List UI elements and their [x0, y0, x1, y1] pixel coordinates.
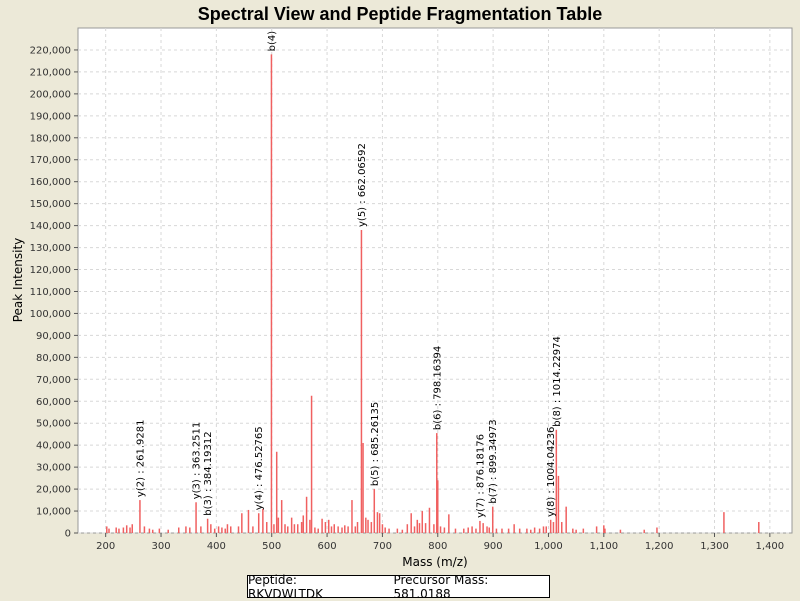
peak-annotation: y(5) : 662.06592 [357, 143, 368, 227]
peak-annotation: b(4) [267, 31, 278, 52]
y-tick-label: 180,000 [30, 133, 71, 144]
chart-title: Spectral View and Peptide Fragmentation … [198, 4, 602, 24]
y-tick-label: 140,000 [30, 221, 71, 232]
info-legend: Peptide: RKVDWLTDK Precursor Mass: 581.0… [247, 572, 550, 601]
peak-annotation: y(8) : 1004.04236 [546, 427, 557, 517]
y-axis: 0 10,000 20,000 30,000 40,000 50,000 60,000 70,… [30, 45, 78, 540]
peptide-label: Peptide: RKVDWLTDK [248, 572, 323, 601]
x-tick-label: 900 [484, 541, 503, 552]
y-tick-label: 0 [65, 529, 71, 540]
peak-annotation: y(3) : 363.2511 [192, 422, 203, 500]
y-tick-label: 220,000 [30, 45, 71, 56]
peak-annotation: y(4) : 476.52765 [254, 426, 265, 510]
peaks [106, 54, 760, 533]
peak-annotation: b(8) : 1014.22974 [552, 336, 563, 427]
x-tick-label: 200 [96, 541, 115, 552]
x-tick-label: 1,300 [700, 541, 729, 552]
x-tick-label: 1,400 [756, 541, 785, 552]
y-tick-label: 60,000 [36, 397, 71, 408]
x-tick-label: 300 [151, 541, 170, 552]
x-tick-label: 400 [207, 541, 226, 552]
x-tick-label: 1,000 [534, 541, 563, 552]
y-tick-label: 160,000 [30, 177, 71, 188]
y-tick-label: 170,000 [30, 155, 71, 166]
peak-annotation: y(2) : 261.9281 [135, 420, 146, 498]
y-tick-label: 10,000 [36, 507, 71, 518]
x-tick-label: 600 [318, 541, 337, 552]
peak-annotation: y(7) : 876.18176 [475, 434, 486, 518]
x-tick-label: 1,200 [645, 541, 674, 552]
x-tick-label: 500 [262, 541, 281, 552]
y-tick-label: 190,000 [30, 111, 71, 122]
y-tick-label: 90,000 [36, 331, 71, 342]
x-axis-label: Mass (m/z) [402, 555, 467, 569]
x-tick-label: 1,100 [589, 541, 618, 552]
y-tick-label: 20,000 [36, 485, 71, 496]
y-tick-label: 110,000 [30, 287, 71, 298]
peak-annotations: y(2) : 261.9281 y(3) : 363.2511 b(3) : 384… [135, 31, 562, 518]
x-tick-label: 700 [373, 541, 392, 552]
y-tick-label: 50,000 [36, 419, 71, 430]
peak-annotation: b(5) : 685.26135 [370, 402, 381, 486]
grid [78, 28, 792, 534]
y-tick-label: 80,000 [36, 353, 71, 364]
peak-annotation: b(7) : 899.34973 [488, 419, 499, 503]
x-axis: 200 300 400 500 600 700 800 900 1,000 1,100 1,200 1… [96, 533, 784, 552]
precursor-mass-label: Precursor Mass: 581.0188 [393, 572, 489, 601]
y-tick-label: 100,000 [30, 309, 71, 320]
y-axis-label: Peak Intensity [11, 238, 25, 323]
plot-area [77, 27, 793, 534]
x-tick-label: 800 [428, 541, 447, 552]
peak-annotation: b(6) : 798.16394 [432, 346, 443, 430]
y-tick-label: 70,000 [36, 375, 71, 386]
y-tick-label: 120,000 [30, 265, 71, 276]
peak-annotation: b(3) : 384.19312 [203, 431, 214, 515]
y-tick-label: 200,000 [30, 89, 71, 100]
y-tick-label: 30,000 [36, 463, 71, 474]
y-tick-label: 40,000 [36, 441, 71, 452]
y-tick-label: 210,000 [30, 67, 71, 78]
y-tick-label: 150,000 [30, 199, 71, 210]
y-tick-label: 130,000 [30, 243, 71, 254]
